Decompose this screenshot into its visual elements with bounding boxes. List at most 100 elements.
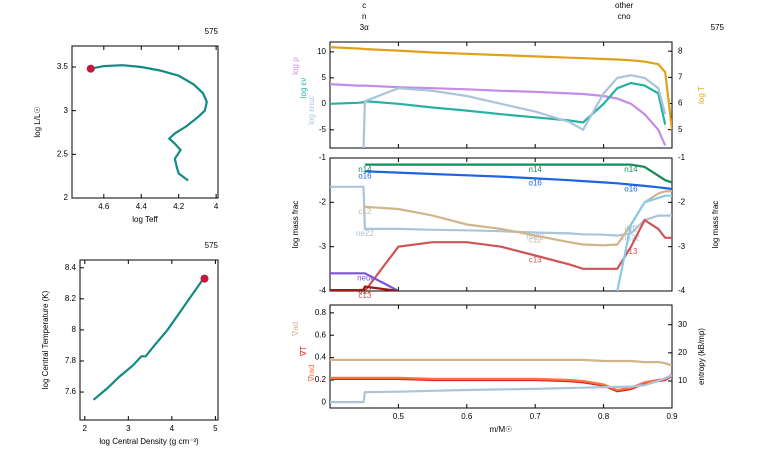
y-axis-label: log mass frac [291,201,300,249]
plot-frame [329,157,673,292]
y2-tick-label: -2 [678,197,686,206]
burn-label: cno [618,12,631,21]
y-tick-label: -4 [319,286,327,295]
x-tick-label: 0.9 [666,412,678,421]
y-axis-label: log Central Temperature (K) [41,290,50,389]
x-axis-label: m/M☉ [490,425,513,434]
series-line [330,272,399,291]
x-tick-label: 4.2 [173,202,185,211]
y2-series-label: entropy (kB/mp) [697,328,706,385]
y2-tick-label: -1 [678,153,686,162]
series-label: o16 [358,171,372,180]
y2-axis-label: log mass frac [711,201,720,249]
y2-tick-label: 20 [678,348,687,357]
corner-label: 575 [205,27,219,36]
burn-label: n [362,12,366,21]
series-label: neut [357,273,373,282]
x-tick-label: 3 [126,424,131,433]
y-tick-label: 7.6 [65,387,77,396]
series-line [330,46,672,130]
series-label: ne22 [356,229,374,238]
series-label: c12 [529,236,542,245]
series-label: ne22 [526,233,544,242]
series-label: h1 [627,225,636,234]
corner-label: 575 [711,23,725,32]
series-label: n14 [358,165,372,174]
y2-tick-label: 5 [678,125,683,134]
y2-tick-label: 8 [678,46,683,55]
legend-label: ∇rad [307,365,316,383]
series-line [616,194,672,291]
y-tick-label: 10 [317,47,326,56]
series-line [364,190,672,247]
y2-tick-label: -4 [678,286,686,295]
legend-label: log εnuc [307,95,316,124]
series-label: c12 [358,207,371,216]
series-label: ne22 [622,233,640,242]
series-line [364,170,672,191]
burn-label: other [615,1,634,10]
legend-label: log εν [299,78,308,98]
legend-label: ∇ad [291,322,300,337]
y2-tick-label: 7 [678,72,683,81]
y-axis-label: log L/L☉ [33,106,42,137]
x-axis-label: log Central Density (g cm⁻³) [99,437,199,446]
series-line [330,373,672,392]
y-tick-label: 0.2 [315,375,327,384]
y-tick-label: 0 [322,398,327,407]
legend-label: log ρ [291,57,300,75]
y-tick-label: 3 [64,106,69,115]
y-tick-label: 0 [322,99,327,108]
plot-frame [71,45,219,199]
x-tick-label: 0.7 [530,412,542,421]
series-line [330,374,672,404]
x-tick-label: 5 [213,424,218,433]
plot-frame [329,304,673,409]
y-tick-label: -1 [319,153,327,162]
x-tick-label: 0.5 [393,412,405,421]
y2-tick-label: 30 [678,320,687,329]
current-marker [86,64,95,73]
series-line [330,83,667,146]
y-tick-label: 3.5 [57,62,69,71]
y2-tick-label: -3 [678,242,686,251]
series-label: o16 [529,179,543,188]
series-line [364,218,672,291]
y-tick-label: 5 [322,73,327,82]
y-tick-label: -3 [319,242,327,251]
series-label: n14 [624,165,638,174]
legend-label: ∇T [299,346,308,357]
series-line [364,163,672,184]
series-line [330,185,672,237]
y-tick-label: 2 [64,193,69,202]
series-label: c13 [625,247,638,256]
x-tick-label: 0.6 [461,412,473,421]
series-line [330,358,672,367]
y2-tick-label: 10 [678,376,687,385]
x-tick-label: 4 [170,424,175,433]
burn-label: 3α [360,23,369,32]
y-tick-label: 7.8 [65,356,77,365]
x-tick-label: 2 [83,424,88,433]
y-tick-label: -5 [319,125,327,134]
series-label: o17 [358,287,372,296]
plot-frame [79,259,219,421]
y-tick-label: 8.2 [65,294,77,303]
x-axis-label: log Teff [132,215,158,224]
x-tick-label: 0.8 [598,412,610,421]
burn-label: c [362,1,366,10]
series-line [362,74,667,148]
corner-label: 575 [205,241,219,250]
y2-series-label: log T [697,86,706,104]
y-tick-label: 2.5 [57,149,69,158]
x-tick-label: 4 [214,202,219,211]
series-label: c13 [358,291,371,300]
current-marker [200,274,209,283]
series-line [90,64,208,182]
y2-tick-label: 6 [678,99,683,108]
series-line [92,279,204,401]
series-line [330,285,399,291]
y-tick-label: 8.4 [65,263,77,272]
series-label: c13 [529,256,542,265]
